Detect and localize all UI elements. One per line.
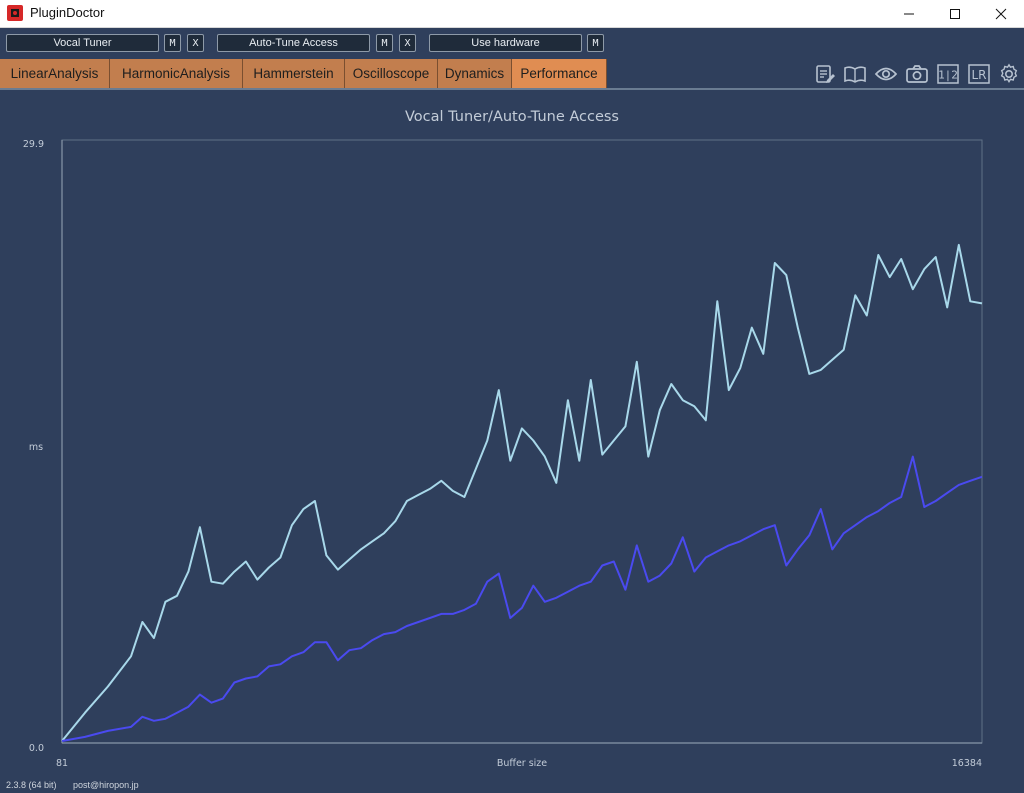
view-button[interactable] [873, 62, 899, 86]
settings-button[interactable] [996, 62, 1022, 86]
series-line-2 [61, 455, 983, 742]
screenshot-button[interactable] [904, 62, 930, 86]
y-axis-label: ms [29, 442, 43, 453]
eye-icon [874, 67, 898, 81]
one-two-icon: 1|2 [937, 64, 959, 84]
lr-icon-text: LR [971, 68, 986, 82]
plugin-a-menu-button[interactable]: M [164, 34, 181, 52]
plugin-a-remove-button[interactable]: X [187, 34, 204, 52]
close-button[interactable] [978, 0, 1024, 27]
chart-title: Vocal Tuner/Auto-Tune Access [405, 109, 619, 125]
lr-button[interactable]: LR [966, 62, 992, 86]
x-tick-label-max: 16384 [952, 758, 982, 769]
series-layer [61, 243, 983, 742]
performance-chart: Vocal Tuner/Auto-Tune Access 29.9 0.0 ms… [23, 109, 983, 769]
author-email: post@hiropon.jp [73, 780, 139, 790]
tab-linear-analysis[interactable]: LinearAnalysis [0, 59, 110, 88]
notes-edit-icon [816, 65, 835, 83]
close-icon [995, 8, 1007, 19]
maximize-button[interactable] [932, 0, 978, 27]
window-title: PluginDoctor [30, 5, 105, 20]
tab-oscilloscope[interactable]: Oscilloscope [345, 59, 438, 88]
tab-harmonic-analysis[interactable]: HarmonicAnalysis [110, 59, 243, 88]
manual-button[interactable] [842, 62, 868, 86]
notes-button[interactable] [812, 62, 838, 86]
plugin-a-slot[interactable]: Vocal Tuner [6, 34, 159, 52]
tab-divider [0, 88, 1024, 90]
minimize-icon [904, 13, 914, 14]
plugin-b-menu-button[interactable]: M [376, 34, 393, 52]
hardware-menu-button[interactable]: M [587, 34, 604, 52]
status-footer: 2.3.8 (64 bit) post@hiropon.jp [0, 779, 1024, 793]
plugin-b-remove-button[interactable]: X [399, 34, 416, 52]
tab-performance[interactable]: Performance [512, 59, 607, 88]
y-tick-label-max: 29.9 [23, 139, 44, 150]
one-two-icon-text: 1|2 [938, 69, 958, 82]
app-logo-icon [7, 5, 23, 21]
y-tick-label-min: 0.0 [29, 743, 44, 754]
version-label: 2.3.8 (64 bit) [6, 780, 57, 790]
compare-button[interactable]: 1|2 [935, 62, 961, 86]
x-tick-label-min: 81 [56, 758, 68, 769]
minimize-button[interactable] [886, 0, 932, 27]
manual-book-icon [844, 66, 866, 83]
x-axis-label: Buffer size [497, 758, 547, 769]
plugin-b-slot[interactable]: Auto-Tune Access [217, 34, 370, 52]
camera-icon [906, 65, 928, 83]
lr-icon: LR [968, 64, 990, 84]
maximize-icon [950, 8, 960, 19]
gear-icon [1000, 63, 1018, 84]
tab-hammerstein[interactable]: Hammerstein [243, 59, 345, 88]
plot-area-frame [61, 139, 983, 744]
tool-icons: 1|2 LR [810, 62, 1024, 86]
tab-dynamics[interactable]: Dynamics [438, 59, 512, 88]
title-bar: PluginDoctor [0, 0, 1024, 28]
hardware-slot[interactable]: Use hardware [429, 34, 582, 52]
plugin-toolbar: Vocal Tuner M X Auto-Tune Access M X Use… [0, 28, 1024, 59]
series-line-1 [61, 243, 983, 742]
